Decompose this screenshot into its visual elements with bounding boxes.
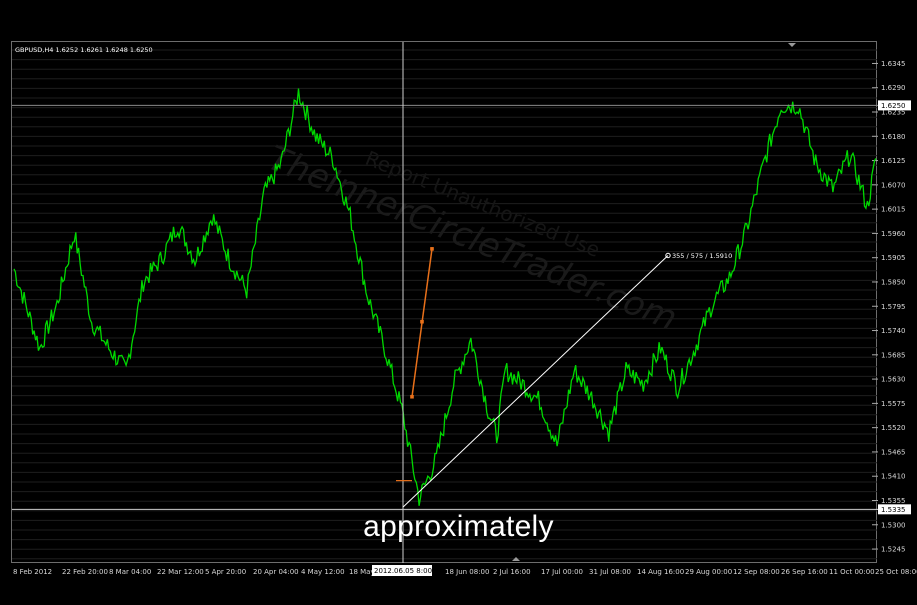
y-tick-label: 1.5740 xyxy=(881,327,906,335)
x-tick-label: 25 Oct 08:00 xyxy=(875,568,917,576)
current-price-label: 1.6250 xyxy=(881,102,906,110)
x-tick-label: 22 Mar 12:00 xyxy=(157,568,204,576)
y-tick-label: 1.6290 xyxy=(881,84,906,92)
scroll-marker-icon[interactable] xyxy=(788,43,796,47)
crosshair-price-label: 1.5335 xyxy=(881,506,906,514)
y-tick-label: 1.6180 xyxy=(881,133,906,141)
x-tick-label: 8 Mar 04:00 xyxy=(109,568,151,576)
x-tick-label: 4 May 12:00 xyxy=(301,568,345,576)
y-tick-label: 1.5960 xyxy=(881,230,906,238)
orange-tool-handle[interactable] xyxy=(430,247,434,251)
x-tick-label: 31 Jul 08:00 xyxy=(589,568,631,576)
x-tick-label: 8 Feb 2012 xyxy=(13,568,52,576)
y-tick-label: 1.6070 xyxy=(881,181,906,189)
x-tick-label: 17 Jul 00:00 xyxy=(541,568,583,576)
x-tick-label: 20 Apr 04:00 xyxy=(253,568,299,576)
x-tick-label: 29 Aug 00:00 xyxy=(685,568,732,576)
fib-readout-label: 355 / 575 / 1.5910 xyxy=(672,252,732,260)
x-tick-label: 18 Jun 08:00 xyxy=(445,568,489,576)
y-tick-label: 1.5630 xyxy=(881,376,906,384)
y-tick-label: 1.5850 xyxy=(881,278,906,286)
x-tick-label: 26 Sep 16:00 xyxy=(781,568,828,576)
y-tick-label: 1.5905 xyxy=(881,254,906,262)
y-tick-label: 1.5685 xyxy=(881,351,906,359)
y-tick-label: 1.6125 xyxy=(881,157,906,165)
video-subtitle: approximately xyxy=(363,510,554,543)
x-tick-label: 2 Jul 16:00 xyxy=(493,568,531,576)
x-tick-label: 18 May xyxy=(349,568,375,576)
y-tick-label: 1.5465 xyxy=(881,448,906,456)
y-tick-label: 1.5355 xyxy=(881,497,906,505)
chart-frame[interactable]: TheInnerCircleTrader.com Report Unauthori… xyxy=(11,41,917,576)
current-price-tag xyxy=(878,100,911,111)
x-tick-label: 22 Feb 20:00 xyxy=(62,568,108,576)
y-tick-label: 1.6235 xyxy=(881,109,906,117)
trendline[interactable] xyxy=(402,255,669,508)
price-line[interactable] xyxy=(13,88,877,506)
y-tick-label: 1.6015 xyxy=(881,206,906,214)
y-tick-label: 1.5300 xyxy=(881,521,906,529)
x-tick-label: 11 Oct 00:00 xyxy=(829,568,875,576)
y-tick-label: 1.5245 xyxy=(881,546,906,554)
x-tick-label: 14 Aug 16:00 xyxy=(637,568,684,576)
crosshair-price-tag xyxy=(878,504,911,515)
y-tick-label: 1.5410 xyxy=(881,473,906,481)
y-tick-label: 1.5520 xyxy=(881,424,906,432)
y-tick-label: 1.5795 xyxy=(881,303,906,311)
orange-tool-handle[interactable] xyxy=(410,394,414,399)
y-tick-label: 1.5575 xyxy=(881,400,906,408)
period-marker-icon xyxy=(512,557,520,561)
x-tick-label: 12 Sep 08:00 xyxy=(733,568,780,576)
trendline-handle[interactable] xyxy=(665,252,671,259)
crosshair-date-label: 2012.06.05 8:00 xyxy=(374,567,432,575)
x-tick-label: 5 Apr 20:00 xyxy=(205,568,246,576)
y-tick-label: 1.6345 xyxy=(881,60,906,68)
crosshair-date-tag xyxy=(372,565,432,576)
symbol-info-label: GBPUSD,H4 1.6252 1.6261 1.6248 1.6250 xyxy=(15,46,153,54)
orange-tool-handle[interactable] xyxy=(420,319,424,324)
